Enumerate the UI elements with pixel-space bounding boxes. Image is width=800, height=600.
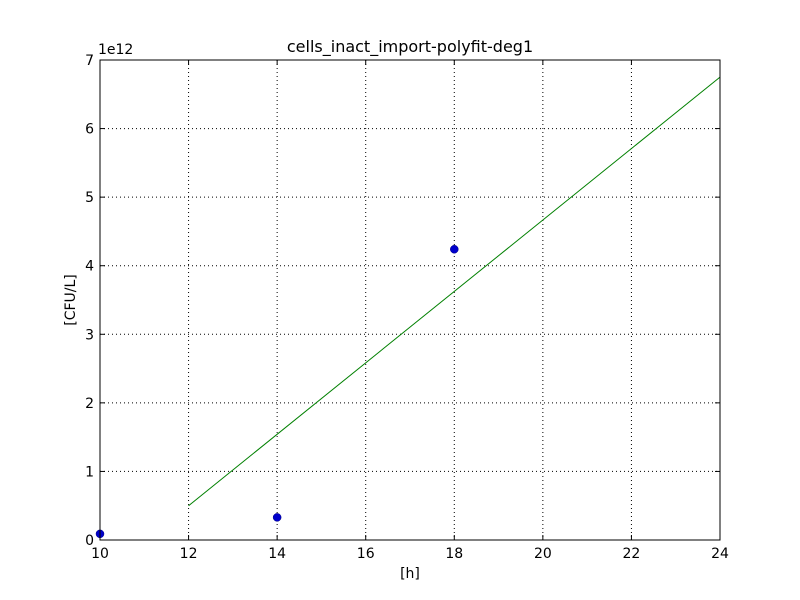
grid: [100, 60, 720, 540]
x-axis-label: [h]: [400, 566, 420, 582]
y-tick-label: 0: [85, 533, 94, 549]
y-tick-label: 4: [85, 259, 94, 275]
y-axis-label: [CFU/L]: [63, 274, 79, 326]
chart-title: cells_inact_import-polyfit-deg1: [287, 37, 533, 57]
x-tick-label: 14: [268, 546, 286, 562]
x-tick-label: 24: [711, 546, 729, 562]
x-tick-label: 16: [357, 546, 375, 562]
data-point: [450, 245, 459, 254]
y-offset-label: 1e12: [98, 42, 133, 58]
y-tick-label: 1: [85, 464, 94, 480]
x-tick-label: 20: [534, 546, 552, 562]
y-tick-label: 7: [85, 53, 94, 69]
data-point: [272, 513, 282, 522]
fit-line: [188, 76, 721, 507]
y-tick-label: 6: [85, 122, 94, 138]
y-tick-label: 5: [85, 190, 94, 206]
x-tick-label: 22: [623, 546, 641, 562]
x-tick-label: 10: [91, 546, 109, 562]
x-tick-label: 18: [445, 546, 463, 562]
plot-series: [95, 76, 721, 539]
y-tick-label: 3: [85, 327, 94, 343]
y-tick-label: 2: [85, 396, 94, 412]
axis-ticks: [99, 59, 721, 541]
plot-frame: [99, 59, 721, 541]
x-tick-label: 12: [180, 546, 198, 562]
